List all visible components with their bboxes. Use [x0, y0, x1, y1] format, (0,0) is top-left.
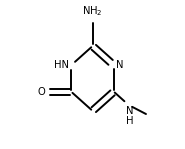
Text: N: N	[116, 59, 124, 70]
Text: HN: HN	[54, 59, 69, 70]
Text: O: O	[38, 87, 46, 97]
Text: N
H: N H	[125, 106, 133, 127]
Text: NH$_2$: NH$_2$	[82, 4, 103, 18]
